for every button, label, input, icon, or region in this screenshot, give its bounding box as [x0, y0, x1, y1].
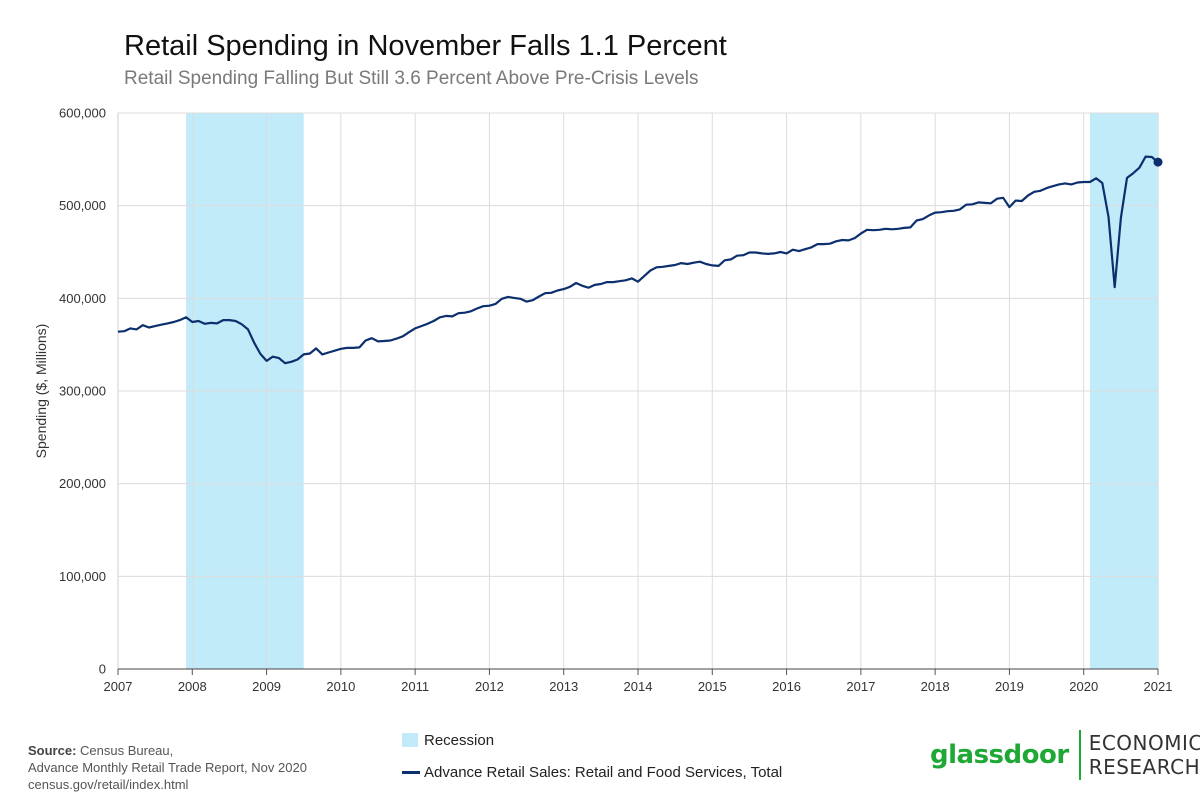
logo-wordmark: glassdoor: [930, 740, 1069, 770]
legend-item-retail-sales: Advance Retail Sales: Retail and Food Se…: [402, 760, 782, 784]
legend: Recession Advance Retail Sales: Retail a…: [402, 728, 782, 792]
y-tick-label: 500,000: [59, 198, 106, 213]
y-tick-label: 300,000: [59, 384, 106, 399]
source-label: Source:: [28, 743, 77, 758]
x-tick-label: 2020: [1069, 679, 1098, 694]
x-tick-label: 2015: [698, 679, 727, 694]
chart-subtitle: Retail Spending Falling But Still 3.6 Pe…: [124, 68, 699, 89]
y-tick-label: 600,000: [59, 106, 106, 121]
x-tick-label: 2007: [104, 679, 133, 694]
legend-swatch-retail-sales: [402, 770, 420, 774]
x-tick-label: 2013: [549, 679, 578, 694]
source-line-1: Census Bureau,: [80, 743, 174, 758]
x-tick-label: 2009: [252, 679, 281, 694]
x-tick-label: 2008: [178, 679, 207, 694]
logo-line-1: ECONOMIC: [1088, 731, 1200, 755]
x-tick-label: 2018: [921, 679, 950, 694]
logo-divider: [1078, 730, 1081, 780]
y-axis-title: Spending ($, Millions): [33, 324, 49, 459]
y-tick-label: 0: [99, 662, 106, 677]
x-tick-label: 2010: [326, 679, 355, 694]
legend-item-recession: Recession: [402, 728, 782, 752]
x-tick-label: 2012: [475, 679, 504, 694]
logo-subtitle: ECONOMIC RESEARCH: [1089, 731, 1200, 779]
series-line-retail-sales: [117, 155, 1159, 365]
x-tick-label: 2011: [401, 679, 429, 694]
y-tick-label: 200,000: [59, 476, 106, 491]
logo-line-2: RESEARCH: [1088, 755, 1200, 779]
legend-swatch-recession: [402, 733, 418, 747]
x-tick-label: 2016: [772, 679, 801, 694]
series-endpoint-marker: [1153, 157, 1163, 167]
y-tick-label: 400,000: [59, 291, 106, 306]
legend-label-recession: Recession: [424, 731, 495, 749]
legend-label-retail-sales: Advance Retail Sales: Retail and Food Se…: [424, 763, 783, 781]
x-tick-label: 2019: [995, 679, 1024, 694]
glassdoor-economic-research-logo: glassdoor ECONOMIC RESEARCH: [930, 730, 1200, 780]
x-tick-label: 2017: [846, 679, 875, 694]
y-tick-label: 100,000: [59, 569, 106, 584]
x-tick-label: 2014: [624, 679, 653, 694]
chart-title: Retail Spending in November Falls 1.1 Pe…: [124, 30, 727, 62]
source-line-3: census.gov/retail/index.html: [28, 777, 189, 792]
source-note: Source: Census Bureau, Advance Monthly R…: [28, 742, 307, 793]
x-tick-label: 2021: [1144, 679, 1173, 694]
source-line-2: Advance Monthly Retail Trade Report, Nov…: [28, 760, 307, 775]
